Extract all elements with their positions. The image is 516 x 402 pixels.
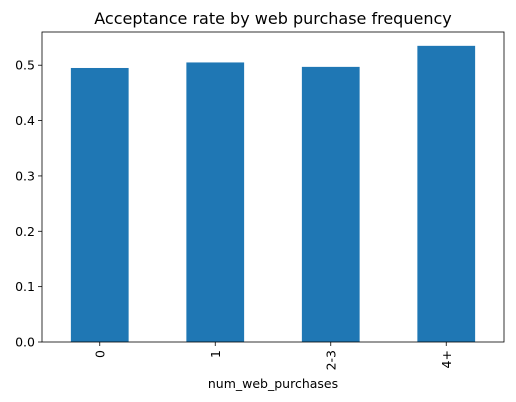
bar-1 [186,62,245,342]
y-tick-label: 0.0 [15,335,35,350]
bar-0 [70,67,129,342]
chart-title: Acceptance rate by web purchase frequenc… [94,9,451,28]
x-tick-label: 0 [92,350,107,358]
bar-4+ [417,45,476,342]
bars-layer [70,45,476,342]
x-tick-label: 1 [208,350,223,358]
x-axis-label: num_web_purchases [208,376,338,391]
x-tick-label: 2-3 [323,350,338,370]
y-tick-label: 0.3 [15,168,35,183]
y-axis: 0.0 0.1 0.2 0.3 0.4 0.5 [15,58,42,350]
y-tick-label: 0.5 [15,58,35,73]
y-tick-label: 0.4 [15,113,35,128]
plot-frame [41,31,505,343]
bar-2-3 [301,66,360,342]
x-tick-label: 4+ [439,350,454,368]
x-axis: 0 1 2-3 4+ [92,342,454,370]
y-tick-label: 0.1 [15,279,35,294]
y-tick-label: 0.2 [15,224,35,239]
